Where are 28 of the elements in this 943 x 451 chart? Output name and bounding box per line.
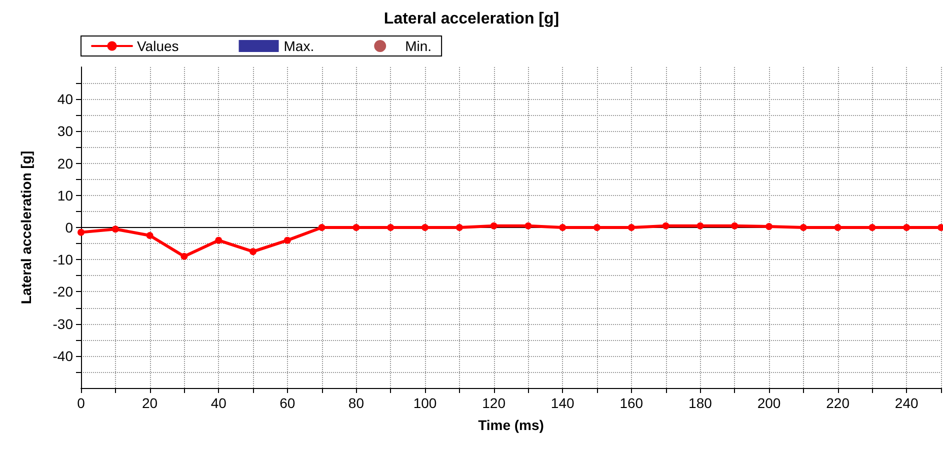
x-tick-label: 100	[413, 395, 437, 411]
y-tick-label: 40	[57, 91, 74, 108]
legend-label: Max.	[284, 38, 314, 54]
x-axis-title: Time (ms)	[478, 417, 544, 433]
x-tick-label: 20	[142, 395, 158, 411]
legend-label: Values	[137, 38, 179, 54]
x-tick-label: 200	[757, 395, 781, 411]
legend-label: Min.	[405, 38, 432, 54]
x-tick-label: 180	[688, 395, 712, 411]
y-axis-title: Lateral acceleration [g]	[18, 150, 34, 304]
x-tick-label: 220	[826, 395, 850, 411]
x-tick-label: 40	[210, 395, 227, 411]
x-tick-label: 240	[894, 395, 918, 411]
y-tick-label: 30	[57, 123, 74, 140]
x-tick-label: 60	[280, 395, 296, 411]
y-tick-label: -40	[52, 348, 74, 364]
y-tick-label: -30	[52, 316, 74, 332]
y-tick-label: 20	[57, 155, 74, 172]
x-tick-label: 0	[77, 395, 86, 411]
chart-title: Lateral acceleration [g]	[384, 10, 560, 28]
x-tick-label: 120	[482, 395, 506, 411]
y-tick-label: -10	[52, 252, 74, 268]
x-tick-label: 80	[348, 395, 364, 411]
y-tick-label: -20	[52, 284, 74, 300]
y-tick-label: 10	[57, 187, 74, 204]
x-tick-label: 140	[550, 395, 574, 411]
y-tick-label: 0	[65, 220, 74, 236]
x-tick-label: 160	[620, 395, 644, 411]
